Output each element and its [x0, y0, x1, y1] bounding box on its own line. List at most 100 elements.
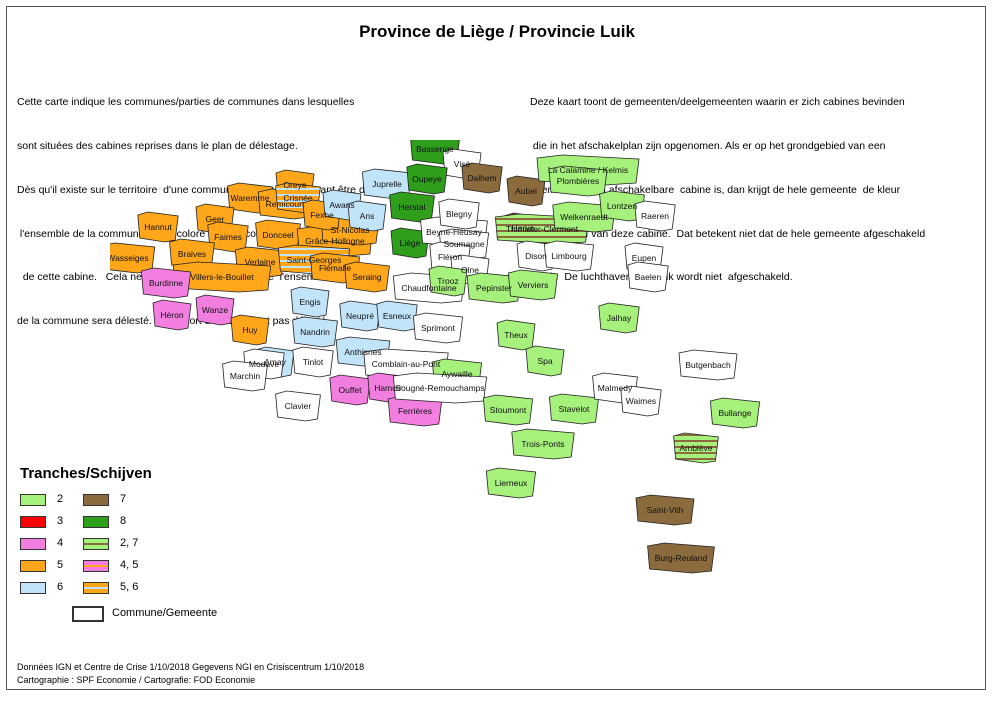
commune-region [598, 302, 640, 334]
legend-swatch [20, 538, 46, 550]
commune-region [620, 385, 662, 417]
commune-region [647, 542, 715, 574]
commune-region [461, 162, 503, 194]
commune-label: Stoumont [490, 405, 527, 415]
commune-region [673, 432, 719, 464]
commune-label: Tinlot [303, 357, 324, 367]
commune-region [511, 428, 575, 460]
commune-label: Comblain-au-Pont [372, 359, 441, 369]
commune-region [627, 261, 669, 293]
commune-label: Crisnée [283, 193, 313, 203]
legend-title: Tranches/Schijven [20, 465, 152, 482]
commune-label: Amay [264, 357, 286, 367]
commune-region [635, 494, 695, 526]
legend-label: 5, 6 [120, 581, 139, 593]
commune-label: Esneux [383, 311, 412, 321]
commune-region [428, 265, 468, 297]
legend-swatch [83, 560, 109, 572]
commune-label: Modave [249, 359, 280, 369]
commune-region [222, 360, 268, 392]
commune-label: Clavier [285, 401, 312, 411]
legend-label: 5 [57, 559, 64, 571]
commune-label: Verviers [518, 280, 549, 290]
commune-region [552, 201, 616, 233]
commune-label: Malmedy [598, 383, 633, 393]
commune-label: Herve [512, 223, 535, 233]
commune-label: Flémalle [319, 263, 351, 273]
commune-region [339, 300, 381, 332]
legend-label: 7 [120, 493, 127, 505]
commune-label: Raeren [641, 211, 669, 221]
commune-region [292, 346, 334, 378]
commune-label: Oupeye [412, 174, 442, 184]
commune-region [525, 345, 565, 377]
commune-label: Spa [537, 356, 552, 366]
commune-region [230, 314, 270, 346]
commune-region [466, 272, 522, 304]
commune-label: Juprelle [372, 179, 402, 189]
commune-label: Burdinne [149, 278, 183, 288]
commune-label: Saint-Vith [647, 505, 684, 515]
commune-label: Bassenge [416, 144, 454, 154]
commune-label: Theux [504, 330, 528, 340]
commune-label: Fexhe [310, 210, 334, 220]
commune-region [390, 227, 430, 259]
commune-region [152, 299, 192, 331]
commune-label: Fléron [438, 252, 462, 262]
legend-swatch-commune [72, 606, 104, 622]
commune-label: Wanze [202, 305, 228, 315]
commune-label: Eupen [632, 253, 657, 263]
commune-label: Anthisnes [344, 347, 381, 357]
commune-label: Sprimont [421, 323, 456, 333]
commune-label: La Calamine / Kelmis [548, 165, 628, 175]
commune-label: Hannut [144, 222, 172, 232]
commune-label: Grâce-Hollogne [305, 236, 365, 246]
commune-label: Wasseiges [110, 253, 149, 263]
commune-label: Butgenbach [685, 360, 731, 370]
legend-label: 3 [57, 515, 64, 527]
commune-region [344, 261, 390, 293]
commune-label: Awans [329, 200, 354, 210]
legend-label-commune: Commune/Gemeente [112, 607, 218, 619]
commune-label: Trois-Ponts [521, 439, 564, 449]
commune-label: Neupré [346, 311, 374, 321]
commune-label: Olne [461, 265, 479, 275]
commune-region [275, 390, 321, 422]
commune-region [290, 286, 330, 318]
commune-region [548, 393, 600, 425]
commune-label: Jalhay [607, 313, 632, 323]
commune-region [137, 211, 179, 243]
commune-label: Lontzen [607, 201, 638, 211]
commune-label: Liège [400, 238, 421, 248]
commune-region [140, 267, 192, 299]
commune-label: Remicourt [266, 199, 305, 209]
description-nl-line: die in het afschakelplan zijn opgenomen.… [530, 139, 886, 152]
commune-region [438, 198, 480, 230]
commune-region [195, 294, 235, 326]
commune-label: Visé [454, 159, 471, 169]
description-fr-line: Cette carte indique les communes/parties… [17, 96, 355, 109]
commune-label: Amblève [679, 443, 712, 453]
footer-cartography: Cartographie : SPF Economie / Cartografi… [17, 675, 256, 685]
commune-label: Marchin [230, 371, 261, 381]
legend-swatch [20, 560, 46, 572]
commune-label: Waremme [231, 193, 270, 203]
commune-region [709, 397, 761, 429]
commune-label: Aywaille [441, 369, 472, 379]
commune-label: Braives [178, 249, 206, 259]
legend-swatch [83, 538, 109, 550]
commune-region [543, 240, 595, 272]
map-title: Province de Liège / Provincie Luik [359, 22, 635, 41]
commune-label: Nandrin [300, 327, 330, 337]
commune-label: Engis [299, 297, 320, 307]
legend-label: 2 [57, 493, 64, 505]
commune-label: Welkenraedt [560, 212, 608, 222]
commune-region [634, 200, 676, 232]
commune-region [506, 175, 546, 207]
commune-label: Thimister-Clermont [506, 224, 579, 234]
commune-label: Soumagne [443, 239, 484, 249]
commune-label: Lierneux [495, 478, 528, 488]
commune-label: Chaudfontaine [401, 283, 457, 293]
commune-label: Herstal [399, 202, 426, 212]
commune-label: Ouffet [339, 385, 363, 395]
